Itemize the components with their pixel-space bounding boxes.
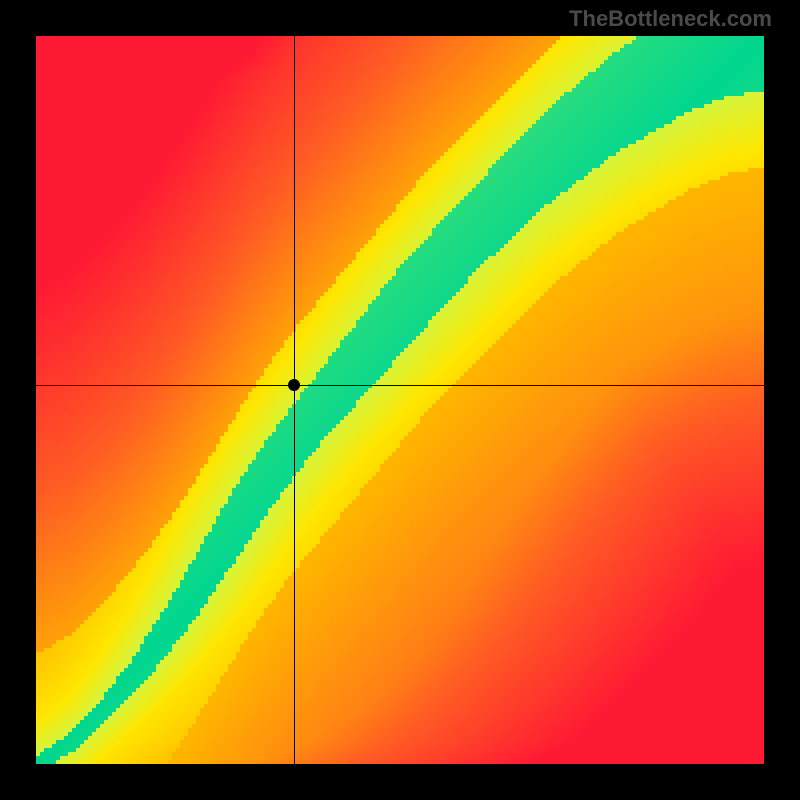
heatmap-canvas — [36, 36, 764, 764]
crosshair-vertical — [294, 36, 295, 764]
watermark-text: TheBottleneck.com — [569, 6, 772, 32]
heatmap-chart — [36, 36, 764, 764]
crosshair-horizontal — [36, 385, 764, 386]
marker-dot — [288, 379, 300, 391]
